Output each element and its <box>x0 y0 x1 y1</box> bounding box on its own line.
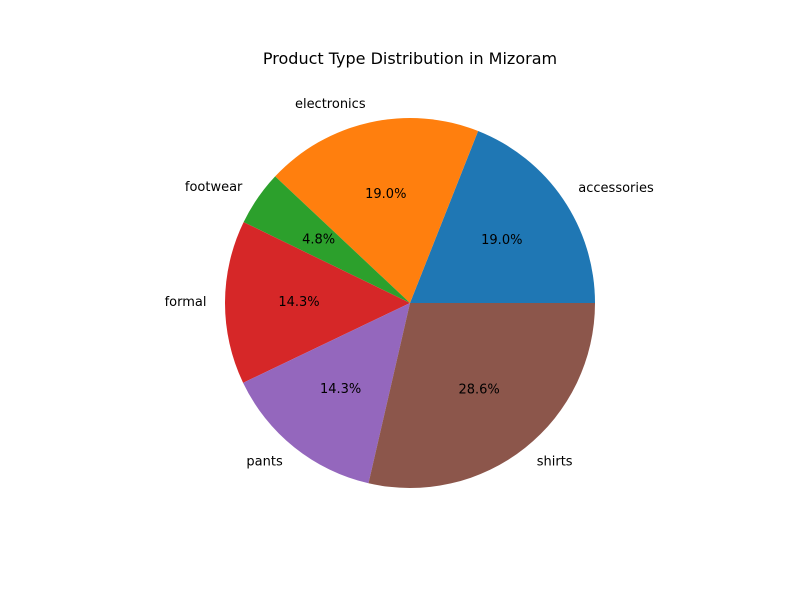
chart-title: Product Type Distribution in Mizoram <box>263 49 557 68</box>
slice-label-footwear: footwear <box>185 180 243 195</box>
pie-labels: accessories 19.0% electronics 19.0% footwear… <box>165 97 654 470</box>
slice-label-accessories: accessories <box>578 181 654 196</box>
pct-label-footwear: 4.8% <box>302 233 335 248</box>
pct-label-electronics: 19.0% <box>365 187 406 202</box>
pie-slice-electronics <box>275 118 479 303</box>
pct-label-pants: 14.3% <box>320 382 361 397</box>
pie-slice-pants <box>243 303 410 484</box>
slice-label-shirts: shirts <box>537 455 573 470</box>
pct-label-accessories: 19.0% <box>481 233 522 248</box>
slice-label-electronics: electronics <box>295 97 366 112</box>
slice-label-formal: formal <box>165 295 207 310</box>
pie-slice-shirts <box>368 303 595 488</box>
pie-slice-accessories <box>410 130 595 303</box>
pie-slices <box>224 118 595 488</box>
pie-slice-footwear <box>243 176 410 303</box>
slice-label-pants: pants <box>246 454 283 469</box>
pct-label-formal: 14.3% <box>278 295 319 310</box>
pie-slice-formal <box>224 222 410 383</box>
pct-label-shirts: 28.6% <box>458 382 499 397</box>
